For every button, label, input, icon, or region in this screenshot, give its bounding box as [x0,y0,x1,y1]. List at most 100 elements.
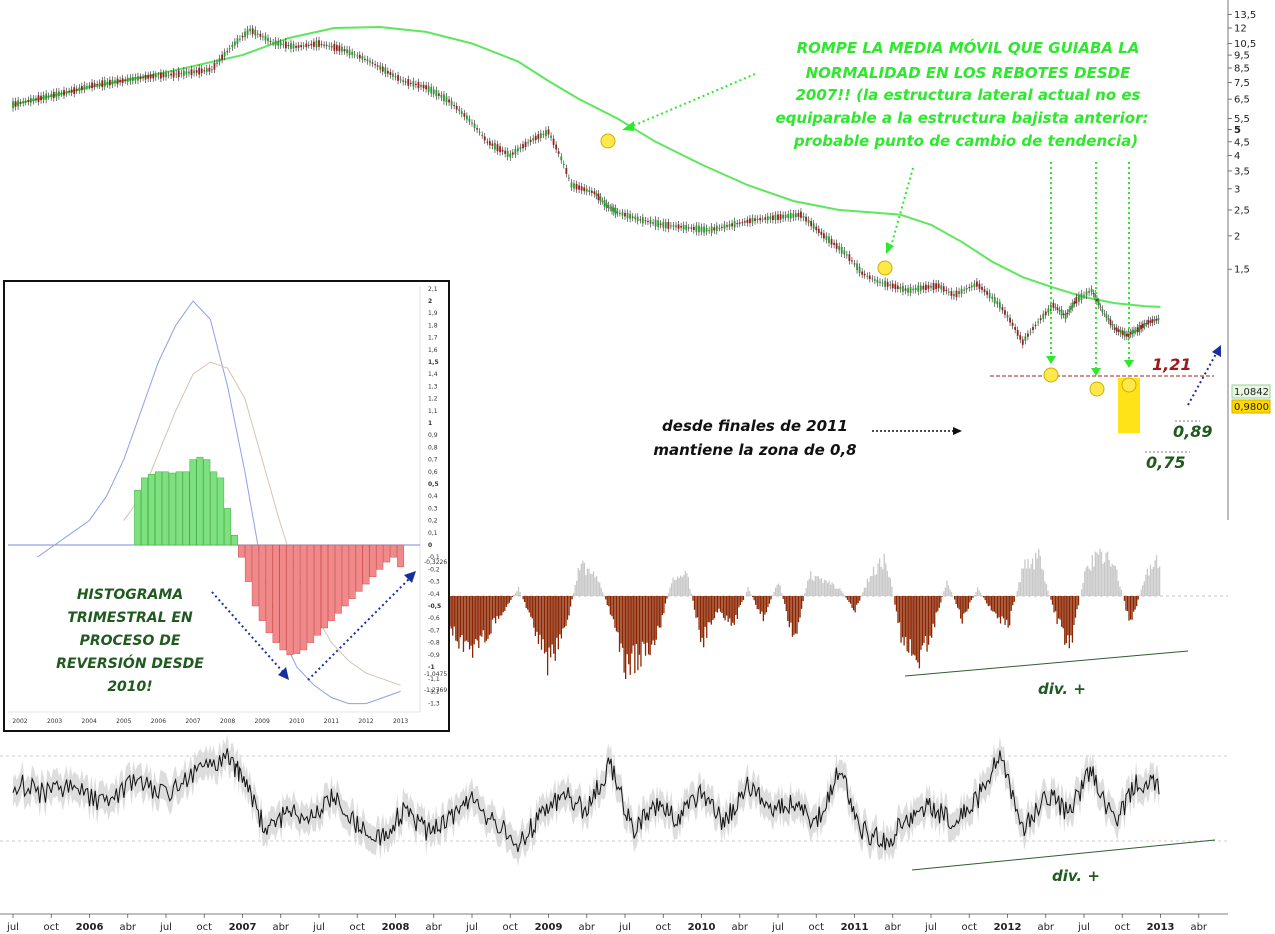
candle-body [517,148,519,152]
candle-body [1157,318,1160,321]
histogram-bar [1152,567,1155,596]
candle-body [605,202,608,209]
candle-body [612,207,615,213]
histogram-bar [1013,596,1015,602]
candle-body [1099,306,1102,308]
candle-body [80,86,83,91]
inset-histogram-bar [348,544,356,599]
histogram-bar [1149,564,1152,596]
candle-body [1127,331,1130,337]
histogram-bar [888,576,890,596]
histogram-bar [765,596,768,613]
annotation-arrows [627,73,1130,370]
histogram-bar [704,596,706,627]
inset-histogram-bar [362,544,370,585]
candle-body [575,184,578,190]
candle-body [947,291,950,293]
candle-body [1019,335,1022,340]
candle-body [231,44,234,48]
histogram-bar [882,569,884,596]
histogram-bar [611,596,613,617]
candle-body [91,82,93,89]
histogram-bar [1001,596,1003,617]
histogram-bar [701,596,703,638]
inset-histogram-bar [189,459,197,546]
inset-histogram-bar [203,459,211,546]
histogram-bar [1126,596,1129,612]
candle-body [86,86,88,88]
histogram-bar [510,596,512,600]
candle-body [641,217,644,224]
candle-body [417,82,420,89]
candle-body [970,285,973,288]
candle-body [868,275,871,279]
candle-body [1039,318,1042,321]
price-y-tick-label: 2 [1234,231,1240,242]
histogram-bar [660,596,662,628]
histogram-bar [1087,565,1089,596]
candle-body [1009,317,1011,323]
candle-body [708,229,711,231]
time-tick-label: oct [961,922,977,933]
histogram-bar [652,596,654,641]
candle-body [599,196,602,202]
histogram-bar [986,596,988,604]
histogram-bar [625,596,627,679]
candle-body [1088,291,1090,293]
candle-body [1070,306,1072,310]
histogram-bar [1088,568,1090,596]
inset-histogram-bar [383,544,391,563]
histogram-bar [467,596,469,643]
histogram-bar [1028,568,1031,596]
candle-body [262,36,264,38]
candle-body [840,246,843,254]
candle-body [667,222,670,229]
candle-body [509,153,512,158]
inset-histogram-bar [251,544,259,607]
inset-histogram-bar [182,471,190,546]
histogram-bar [1068,596,1070,649]
histogram-bar [1146,568,1149,596]
time-tick-label: oct [196,922,212,933]
histogram-bar [606,596,608,606]
candle-body [233,41,236,46]
histogram-bar [999,596,1002,624]
histogram-bar [478,596,480,649]
histogram-bar [976,587,979,596]
candle-body [838,246,841,251]
candle-body [295,45,297,48]
histogram-bar [473,596,475,645]
histogram-bar [927,596,930,645]
histogram-bar [579,570,581,596]
candle-body [1071,302,1074,308]
histogram-bar [1151,569,1153,596]
histogram-bar [586,568,589,596]
histogram-bar [833,584,835,596]
candle-body [597,193,600,201]
inset-y-tick-label: 0,3 [428,505,438,512]
candle-body [149,74,152,79]
candle-body [37,95,40,102]
histogram-bar [716,596,719,613]
histogram-bar [651,596,653,645]
candle-body [310,43,313,46]
candle-body [272,42,274,44]
candle-body [595,193,598,196]
histogram-bar [774,587,777,596]
histogram-bar [886,570,888,596]
last-price-box [1231,399,1271,414]
candle-body [942,286,945,292]
candle-body [256,33,259,35]
histogram-bar [1136,596,1138,607]
candle-body [494,142,496,150]
candle-body [654,219,657,227]
histogram-bar [736,596,738,619]
inset-histogram-bar [161,471,169,546]
candle-body [820,231,823,235]
histogram-bar [517,587,520,596]
histogram-bar [666,596,668,599]
candle-body [455,105,458,110]
histogram-bar [1157,568,1159,596]
main-annotation-line3: 2007!! (la estructura lateral actual no … [796,86,1141,104]
histogram-bar [507,596,509,605]
